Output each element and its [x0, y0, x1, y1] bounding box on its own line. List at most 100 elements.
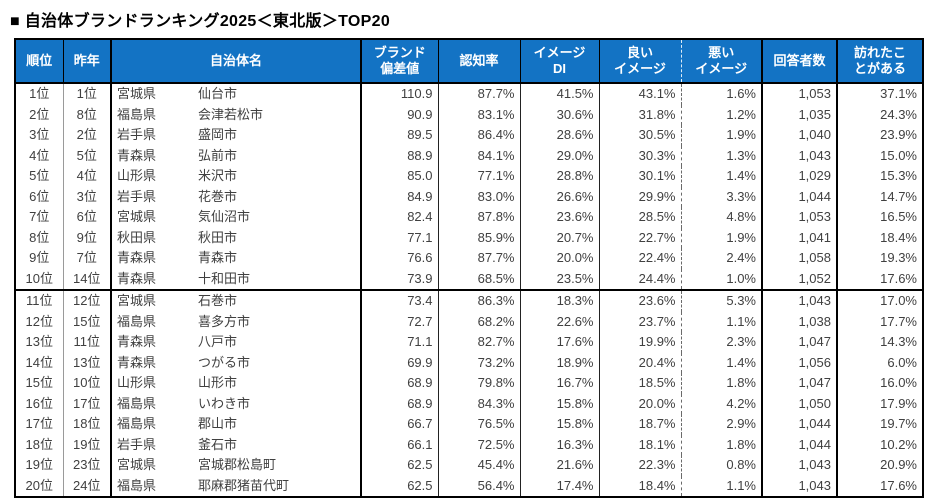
brand-deviation-cell: 71.1: [360, 332, 438, 353]
table-row: 1位 1位 宮城県 仙台市 110.9 87.7% 41.5% 43.1% 1.6…: [15, 83, 923, 105]
col-header-brand-deviation: ブランド 偏差値: [360, 39, 438, 84]
visited-cell: 14.3%: [836, 332, 923, 353]
city-label: 宮城郡松島町: [198, 457, 277, 472]
visited-cell: 17.9%: [836, 393, 923, 414]
respondents-cell: 1,041: [761, 227, 837, 248]
brand-deviation-cell: 85.0: [360, 166, 438, 187]
rank-cell: 5位: [29, 168, 50, 183]
visited-cell: 24.3%: [836, 104, 923, 125]
rank-cell: 13位: [25, 334, 53, 349]
prev-year-cell: 18位: [62, 414, 111, 435]
bad-image-cell: 2.3%: [680, 332, 762, 353]
good-image-cell: 22.4%: [598, 248, 681, 269]
bad-image-cell: 1.9%: [680, 125, 762, 146]
rank-cell: 15位: [25, 375, 53, 390]
table-row: 12位 15位 福島県 喜多方市 72.7 68.2% 22.6% 23.7% 1…: [15, 311, 923, 332]
recognition-cell: 68.2%: [437, 311, 520, 332]
image-di-cell: 28.8%: [519, 166, 599, 187]
good-image-cell: 28.5%: [598, 207, 681, 228]
brand-deviation-cell: 110.9: [360, 83, 438, 105]
brand-deviation-cell: 72.7: [360, 311, 438, 332]
bad-image-cell: 2.4%: [680, 248, 762, 269]
recognition-cell: 76.5%: [437, 414, 520, 435]
col-header-bad-image: 悪い イメージ: [680, 39, 762, 84]
brand-deviation-cell: 68.9: [360, 373, 438, 394]
good-image-cell: 18.5%: [598, 373, 681, 394]
rank-cell: 12位: [25, 313, 53, 329]
city-label: 耶麻郡猪苗代町: [198, 477, 290, 493]
recognition-cell: 73.2%: [437, 352, 520, 373]
bad-image-cell: 5.3%: [680, 290, 762, 312]
prev-year-cell: 15位: [62, 311, 111, 332]
rank-cell: 3位: [29, 127, 50, 142]
municipality-cell: 福島県 喜多方市: [110, 311, 361, 332]
table-row: 10位 14位 青森県 十和田市 73.9 68.5% 23.5% 24.4% 1…: [15, 268, 923, 291]
brand-deviation-cell: 66.7: [360, 414, 438, 435]
prev-year-cell: 13位: [62, 352, 111, 373]
rank-cell: 4位: [29, 147, 50, 163]
table-row: 15位 10位 山形県 山形市 68.9 79.8% 16.7% 18.5% 1.…: [15, 373, 923, 394]
prefecture-label: 青森県: [117, 334, 157, 349]
brand-deviation-cell: 69.9: [360, 352, 438, 373]
good-image-cell: 43.1%: [598, 83, 681, 105]
prev-year-cell: 7位: [62, 248, 111, 269]
city-label: 十和田市: [198, 270, 251, 286]
prefecture-label: 山形県: [117, 375, 157, 390]
image-di-cell: 17.6%: [519, 332, 599, 353]
prefecture-label: 青森県: [117, 250, 157, 265]
recognition-cell: 86.3%: [437, 290, 520, 312]
brand-deviation-cell: 62.5: [360, 475, 438, 497]
city-label: 気仙沼市: [198, 209, 251, 224]
rank-cell: 11位: [26, 293, 53, 308]
city-label: いわき市: [198, 395, 251, 411]
table-row: 5位 4位 山形県 米沢市 85.0 77.1% 28.8% 30.1% 1.4%…: [15, 166, 923, 187]
respondents-cell: 1,047: [761, 373, 837, 394]
respondents-cell: 1,043: [761, 145, 837, 166]
municipality-cell: 青森県 八戸市: [110, 332, 361, 353]
prev-year-cell: 17位: [62, 393, 111, 414]
rank-cell: 6位: [29, 188, 50, 204]
good-image-cell: 29.9%: [598, 186, 681, 207]
good-image-cell: 22.7%: [598, 227, 681, 248]
respondents-cell: 1,044: [761, 186, 837, 207]
respondents-cell: 1,043: [761, 455, 837, 476]
col-header-respondents: 回答者数: [761, 39, 837, 84]
recognition-cell: 86.4%: [437, 125, 520, 146]
recognition-cell: 83.1%: [437, 104, 520, 125]
respondents-cell: 1,043: [761, 290, 837, 312]
image-di-cell: 23.6%: [519, 207, 599, 228]
prefecture-label: 青森県: [117, 147, 157, 163]
brand-deviation-cell: 73.4: [360, 290, 438, 312]
table-row: 4位 5位 青森県 弘前市 88.9 84.1% 29.0% 30.3% 1.3%…: [15, 145, 923, 166]
table-header-row: 順位 昨年 自治体名 ブランド 偏差値 認知率 イメージ DI 良い イメージ 悪い イメージ…: [15, 39, 923, 84]
prev-year-cell: 8位: [62, 104, 111, 125]
brand-deviation-cell: 89.5: [360, 125, 438, 146]
col-header-recognition: 認知率: [437, 39, 520, 84]
city-label: つがる市: [198, 354, 251, 370]
col-header-municipality: 自治体名: [110, 39, 361, 84]
bad-image-cell: 4.2%: [680, 393, 762, 414]
prev-year-cell: 14位: [62, 268, 111, 291]
municipality-cell: 岩手県 釜石市: [110, 434, 361, 455]
respondents-cell: 1,040: [761, 125, 837, 146]
city-label: 仙台市: [198, 86, 238, 101]
bad-image-cell: 0.8%: [680, 455, 762, 476]
recognition-cell: 82.7%: [437, 332, 520, 353]
respondents-cell: 1,035: [761, 104, 837, 125]
image-di-cell: 30.6%: [519, 104, 599, 125]
visited-cell: 16.0%: [836, 373, 923, 394]
prev-year-cell: 19位: [62, 434, 111, 455]
table-row: 7位 6位 宮城県 気仙沼市 82.4 87.8% 23.6% 28.5% 4.8…: [15, 207, 923, 228]
recognition-cell: 79.8%: [437, 373, 520, 394]
prefecture-label: 宮城県: [117, 209, 157, 224]
prev-year-cell: 12位: [62, 290, 111, 312]
recognition-cell: 56.4%: [437, 475, 520, 497]
rank-cell: 8位: [29, 229, 50, 245]
city-label: 八戸市: [198, 334, 238, 349]
city-label: 弘前市: [198, 147, 238, 163]
municipality-cell: 青森県 つがる市: [110, 352, 361, 373]
recognition-cell: 87.7%: [437, 248, 520, 269]
prefecture-label: 福島県: [117, 395, 157, 411]
visited-cell: 15.0%: [836, 145, 923, 166]
table-row: 9位 7位 青森県 青森市 76.6 87.7% 20.0% 22.4% 2.4%…: [15, 248, 923, 269]
